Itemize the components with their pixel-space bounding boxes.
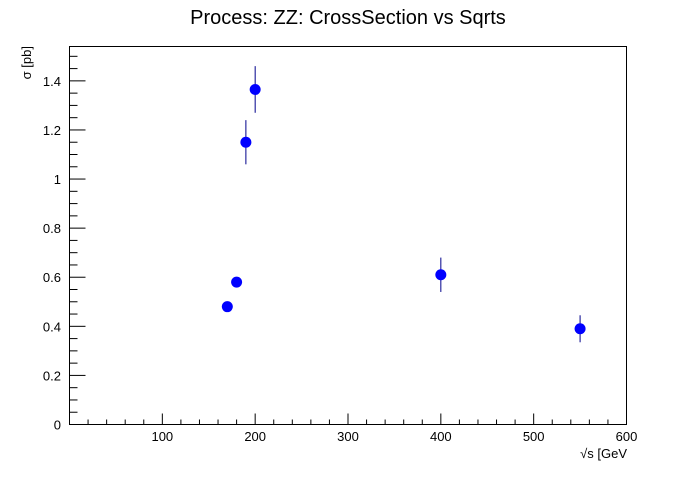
chart-title: Process: ZZ: CrossSection vs Sqrts [190,7,506,29]
y-tick-label: 0.4 [43,319,61,334]
x-tick-label: 600 [616,429,638,444]
x-axis-label: √s [GeV [580,446,627,461]
y-tick-label: 0.2 [43,368,61,383]
x-tick-label: 500 [523,429,545,444]
y-tick-label: 0.6 [43,270,61,285]
plot-frame [69,46,627,425]
y-tick-label: 0 [54,418,61,433]
x-tick-label: 300 [337,429,359,444]
x-tick-label: 100 [151,429,173,444]
data-points [221,66,586,343]
data-point [240,136,252,148]
y-tick-label: 1.4 [43,74,61,89]
data-point [574,323,586,335]
y-tick-label: 1.2 [43,123,61,138]
axes-ticks: 100 200 300 400 500 600 0 0.2 0.4 0.6 0.8 1 1.2 1.4 [43,55,638,444]
x-tick-label: 400 [430,429,452,444]
y-tick-label: 0.8 [43,221,61,236]
y-axis-label: σ [pb] [19,46,34,79]
data-point [221,301,233,313]
data-point [435,269,447,281]
data-point [231,276,243,288]
y-tick-label: 1 [54,172,61,187]
data-point [249,83,261,95]
x-tick-label: 200 [244,429,266,444]
